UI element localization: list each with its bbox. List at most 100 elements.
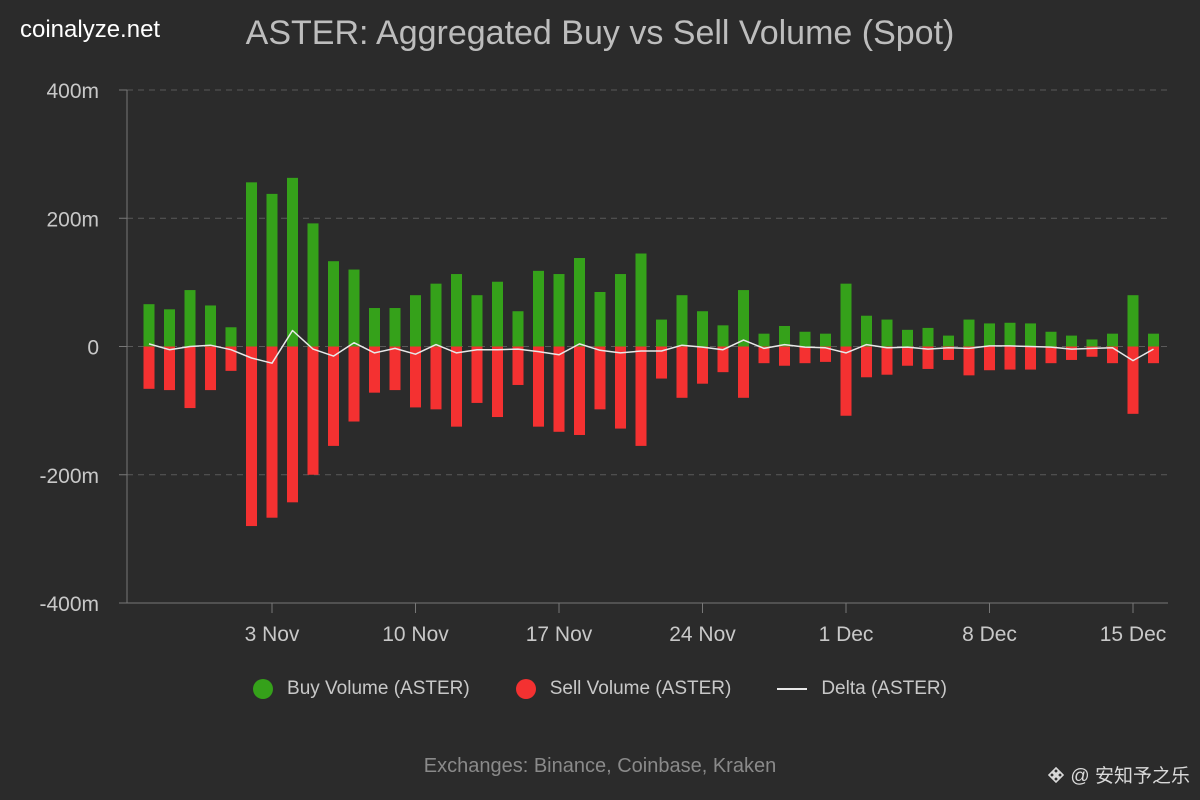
legend-item-buy[interactable]: Buy Volume (ASTER) bbox=[253, 678, 470, 700]
sell-bar bbox=[574, 346, 585, 435]
sell-bar bbox=[902, 346, 913, 366]
sell-bar bbox=[697, 346, 708, 384]
buy-bar bbox=[410, 295, 421, 347]
brand-logo-text[interactable]: coinalyze.net bbox=[20, 16, 161, 43]
exchanges-footnote: Exchanges: Binance, Coinbase, Kraken bbox=[423, 755, 777, 777]
buy-bar bbox=[512, 311, 524, 347]
buy-bar bbox=[266, 193, 278, 347]
buy-bar bbox=[389, 308, 401, 347]
y-tick-label: 0 bbox=[87, 337, 99, 360]
x-tick-label: 10 Nov bbox=[382, 623, 449, 646]
buy-bar bbox=[369, 308, 380, 347]
y-tick-label: -400m bbox=[39, 593, 99, 616]
sell-bar bbox=[512, 346, 524, 385]
sell-bar bbox=[656, 346, 667, 379]
buy-bar bbox=[881, 319, 893, 347]
buy-bar bbox=[820, 333, 831, 347]
sell-bar bbox=[717, 346, 729, 373]
sell-bar bbox=[246, 346, 257, 527]
sell-bar bbox=[225, 346, 237, 371]
x-tick-label: 17 Nov bbox=[526, 623, 593, 646]
sell-bar bbox=[533, 346, 544, 427]
sell-bar bbox=[143, 346, 155, 389]
x-axis-ticks: 3 Nov 10 Nov 17 Nov 24 Nov 1 Dec 8 Dec 15 Dec bbox=[245, 603, 1167, 646]
buy-bar bbox=[635, 253, 647, 347]
legend-item-sell[interactable]: Sell Volume (ASTER) bbox=[515, 678, 732, 700]
buy-bar bbox=[676, 295, 688, 347]
y-axis-ticks: 400m 200m 0 -200m -400m bbox=[39, 80, 99, 616]
sell-bar bbox=[287, 346, 298, 503]
sell-bar bbox=[389, 346, 401, 391]
buy-bar bbox=[348, 269, 360, 347]
sell-bar bbox=[1066, 346, 1077, 360]
sell-bar bbox=[369, 346, 380, 393]
delta-legend-line-icon bbox=[777, 688, 808, 690]
sell-bar bbox=[410, 346, 421, 408]
sell-bar bbox=[451, 346, 462, 427]
buy-bar bbox=[861, 315, 872, 347]
buy-bar bbox=[328, 261, 339, 347]
buy-bar bbox=[574, 258, 585, 347]
sell-bar bbox=[1045, 346, 1057, 364]
buy-bar bbox=[656, 319, 667, 347]
sell-bar bbox=[348, 346, 360, 422]
legend-item-delta[interactable]: Delta (ASTER) bbox=[777, 678, 947, 700]
x-tick-label: 8 Dec bbox=[962, 623, 1017, 646]
buy-bar bbox=[553, 274, 565, 347]
buy-bar bbox=[1107, 333, 1118, 347]
buy-bar bbox=[471, 295, 483, 347]
buy-bar bbox=[1045, 331, 1057, 347]
watermark-text: @ 安知予之乐 bbox=[1070, 766, 1190, 787]
grid-layer bbox=[119, 89, 1168, 604]
sell-bar bbox=[943, 346, 954, 360]
sell-bar bbox=[779, 346, 790, 366]
buy-legend-marker-icon bbox=[253, 679, 274, 699]
buy-bar bbox=[922, 327, 934, 347]
sell-bar bbox=[1025, 346, 1036, 370]
buy-bar bbox=[717, 325, 729, 347]
sell-bar bbox=[164, 346, 175, 391]
buy-bar bbox=[594, 291, 606, 347]
legend-label-sell: Sell Volume (ASTER) bbox=[549, 678, 732, 699]
buy-bar bbox=[738, 290, 749, 347]
buy-bar bbox=[533, 270, 544, 347]
sell-legend-marker-icon bbox=[515, 679, 536, 699]
buy-bar bbox=[902, 329, 913, 347]
sell-bar bbox=[840, 346, 852, 416]
sell-bar bbox=[1107, 346, 1118, 364]
buy-bar bbox=[430, 283, 442, 347]
x-tick-label: 15 Dec bbox=[1100, 623, 1167, 646]
sell-bar bbox=[594, 346, 606, 410]
sell-bar bbox=[471, 346, 483, 403]
buy-bar bbox=[758, 333, 770, 347]
chart-title: ASTER: Aggregated Buy vs Sell Volume (Sp… bbox=[245, 14, 955, 52]
buy-bar bbox=[984, 323, 995, 347]
buy-bar bbox=[225, 327, 237, 347]
sell-bar bbox=[922, 346, 934, 369]
buy-bar bbox=[840, 283, 852, 347]
sell-bar bbox=[615, 346, 626, 429]
buy-bar bbox=[492, 281, 503, 347]
buy-bar bbox=[799, 331, 811, 347]
sell-bar bbox=[738, 346, 749, 398]
sell-bar bbox=[553, 346, 565, 432]
buy-bar bbox=[1025, 323, 1036, 347]
sell-bar bbox=[861, 346, 872, 378]
sell-bar bbox=[307, 346, 319, 475]
sell-bar bbox=[758, 346, 770, 364]
binance-logo-icon bbox=[1048, 766, 1065, 783]
sell-bar bbox=[1004, 346, 1016, 370]
y-tick-label: 200m bbox=[46, 208, 99, 231]
sell-bar bbox=[1086, 346, 1098, 357]
watermark: @ 安知予之乐 bbox=[1048, 761, 1190, 788]
buy-bar bbox=[246, 182, 257, 347]
buy-bar bbox=[943, 335, 954, 347]
delta-line bbox=[148, 329, 1154, 364]
sell-bar bbox=[1127, 346, 1139, 414]
buy-bar bbox=[287, 177, 298, 347]
buy-bar bbox=[205, 305, 216, 347]
sell-bar bbox=[266, 346, 278, 518]
bar-layer bbox=[143, 177, 1159, 527]
sell-bar bbox=[205, 346, 216, 391]
